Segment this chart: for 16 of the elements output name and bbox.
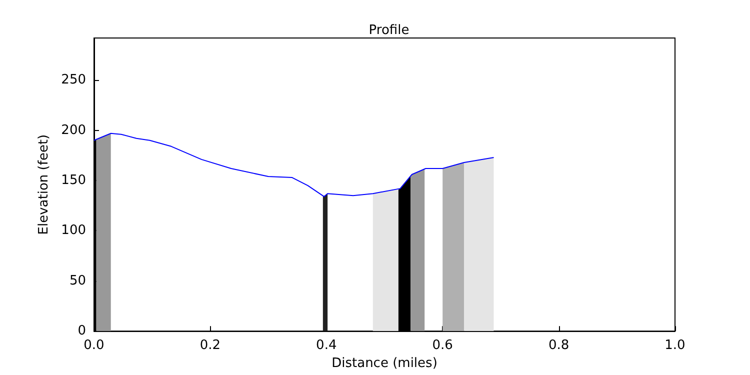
line-series xyxy=(94,132,494,198)
y-tick-label: 100 xyxy=(61,223,86,238)
x-axis-title: Distance (miles) xyxy=(332,356,438,371)
y-tick-label: 150 xyxy=(61,173,86,188)
y-tick-label: 50 xyxy=(69,273,86,288)
x-tick-label: 0.6 xyxy=(432,338,453,354)
x-tick-label: 0.2 xyxy=(200,338,221,354)
chart-title: Profile xyxy=(368,23,410,38)
y-tick-label: 0 xyxy=(78,324,86,339)
y-tick-label: 200 xyxy=(61,122,86,138)
y-tick-label: 250 xyxy=(61,72,86,88)
x-tick-label: 0.8 xyxy=(548,338,570,354)
x-tick-label: 0.0 xyxy=(84,338,104,354)
y-axis-title: Elevation (feet) xyxy=(36,134,52,235)
x-tick-label: 0.4 xyxy=(316,338,337,354)
x-tick-label: 1.0 xyxy=(664,338,686,354)
